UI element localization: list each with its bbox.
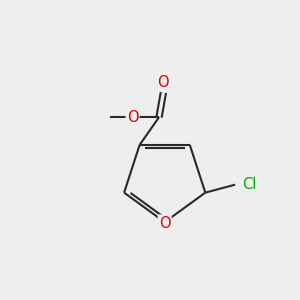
Text: O: O — [159, 215, 170, 230]
Text: Cl: Cl — [242, 177, 256, 192]
Text: O: O — [127, 110, 138, 125]
Text: O: O — [158, 75, 169, 90]
